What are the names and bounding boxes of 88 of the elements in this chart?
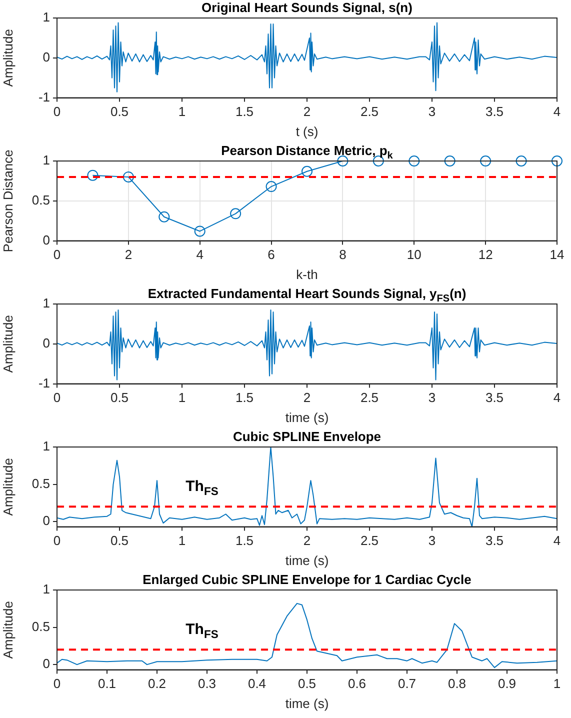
x-tick-label: 1 <box>178 390 186 406</box>
chart-title: Pearson Distance Metric, p$_{k}$ <box>220 143 394 164</box>
x-tick-label: 12 <box>478 247 493 262</box>
x-tick-label: 2 <box>124 247 132 262</box>
y-tick-label: 0 <box>42 232 50 248</box>
x-tick-label: 2.5 <box>360 390 379 406</box>
x-tick-label: 1.5 <box>235 104 254 120</box>
x-tick-label: 1.5 <box>235 533 254 548</box>
x-tick-label: 2.5 <box>360 533 379 548</box>
chart-title: Enlarged Cubic SPLINE Envelope for 1 Cardiac Cycle <box>142 572 472 587</box>
x-tick-label: 0 <box>53 104 61 120</box>
y-tick-label: 0 <box>42 656 50 672</box>
y-tick-label: 0.5 <box>32 476 50 491</box>
x-tick-label: 4 <box>196 247 204 262</box>
y-tick-label: 1 <box>42 152 50 168</box>
x-tick-label: 3 <box>428 104 436 120</box>
point <box>480 156 492 166</box>
point <box>122 171 134 182</box>
y-tick-label: 1 <box>42 438 50 454</box>
x-tick-label: 8 <box>339 247 346 262</box>
y-tick-label: 0 <box>42 335 50 350</box>
y-tick-label: 0.5 <box>32 192 50 208</box>
x-tick-label: 1 <box>178 533 186 548</box>
x-tick-label: 0.5 <box>298 676 316 692</box>
x-tick-label: 3.5 <box>485 104 504 120</box>
x-axis-title: time (s) <box>285 410 329 425</box>
y-axis-title: Pearson Distance <box>0 150 16 252</box>
y-tick-label: -1 <box>38 89 50 104</box>
x-tick-label: 0.5 <box>110 104 129 120</box>
chart-title: Extracted Fundamental Heart Sounds Signal, y$_{FS}$(n) <box>146 286 468 307</box>
x-tick-label: 0.5 <box>110 533 129 548</box>
point <box>552 156 562 166</box>
y-tick-label: 1 <box>42 582 50 597</box>
x-tick-label: 0.6 <box>348 676 366 692</box>
x-tick-label: 0.5 <box>110 390 129 406</box>
x-tick-label: 3 <box>428 533 436 548</box>
x-tick-label: 1.5 <box>235 390 254 406</box>
point <box>158 211 170 222</box>
x-axis-title: t (s) <box>296 124 318 139</box>
x-tick-label: 1 <box>178 104 186 120</box>
x-tick-label: 3.5 <box>485 390 504 406</box>
x-tick-label: 0 <box>53 676 61 692</box>
x-tick-label: 3.5 <box>485 533 504 548</box>
x-tick-label: 2 <box>303 104 311 120</box>
x-tick-label: 0.1 <box>98 676 116 692</box>
x-tick-label: 0.2 <box>148 676 166 692</box>
y-tick-label: 1 <box>42 296 50 311</box>
y-tick-label: 0 <box>42 49 50 64</box>
y-tick-label: 0 <box>42 513 50 528</box>
chart-title: Original Heart Sounds Signal, s(n) <box>200 0 414 15</box>
point <box>408 156 420 166</box>
point <box>194 226 206 237</box>
x-tick-label: 4 <box>553 390 561 406</box>
x-tick-label: 1 <box>553 676 561 692</box>
y-tick-label: 1 <box>42 10 50 25</box>
x-tick-label: 2 <box>303 390 311 406</box>
x-tick-label: 0.8 <box>448 676 466 692</box>
x-tick-label: 0.9 <box>498 676 516 692</box>
point <box>302 166 312 177</box>
x-tick-label: 6 <box>268 247 275 262</box>
x-tick-label: 4 <box>553 533 561 548</box>
x-tick-label: 0.4 <box>248 676 266 692</box>
y-tick-label: 0.5 <box>32 618 50 634</box>
x-tick-label: 3 <box>428 390 436 406</box>
point <box>516 156 527 166</box>
y-axis-title: Amplitude <box>0 458 16 516</box>
x-tick-label: 0.7 <box>398 676 416 692</box>
x-tick-label: 0 <box>53 390 61 406</box>
x-axis-title: k-th <box>296 266 318 282</box>
point <box>230 208 242 220</box>
x-tick-label: 0 <box>53 247 61 262</box>
x-tick-label: 2 <box>303 533 311 548</box>
x-axis-title: time (s) <box>285 552 329 568</box>
y-axis-title: Amplitude <box>0 28 16 87</box>
y-tick-label: -1 <box>38 375 50 390</box>
x-tick-label: 14 <box>550 247 564 262</box>
chart-title: Cubic SPLINE Envelope <box>232 429 382 444</box>
y-axis-title: Amplitude <box>0 314 16 373</box>
y-axis-title: Amplitude <box>0 600 16 659</box>
x-tick-label: 10 <box>406 247 422 262</box>
x-tick-label: 2.5 <box>360 104 379 120</box>
point <box>87 170 98 181</box>
x-axis-title: time (s) <box>285 696 329 711</box>
point <box>444 156 456 166</box>
x-tick-label: 0 <box>53 533 61 548</box>
point <box>266 181 277 192</box>
x-tick-label: 4 <box>553 104 561 120</box>
x-tick-label: 0.3 <box>198 676 216 692</box>
